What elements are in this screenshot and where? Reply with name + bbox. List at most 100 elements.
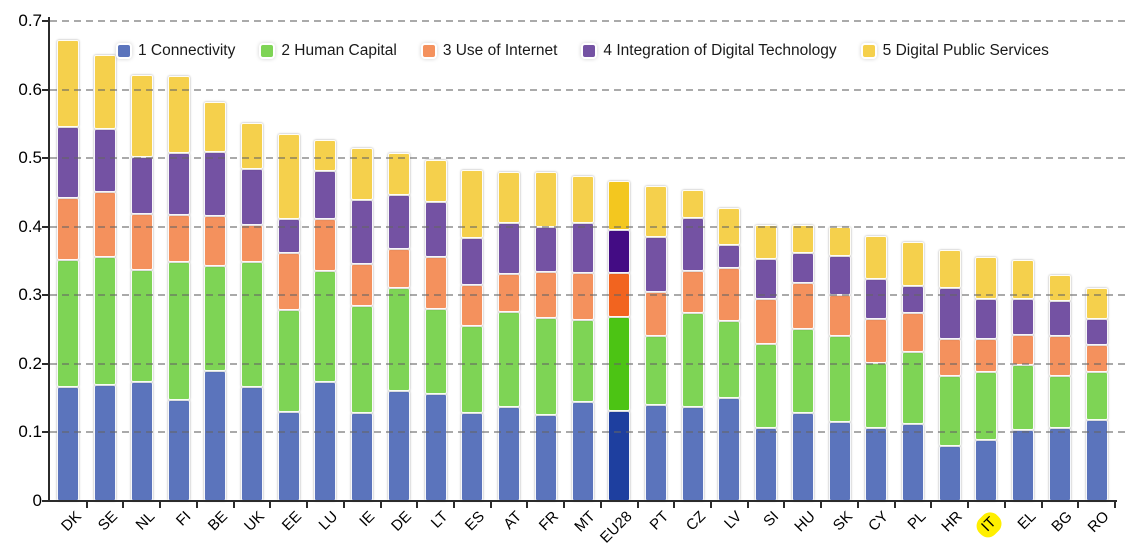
bar-segment [204, 370, 227, 501]
bar-segment [534, 414, 557, 501]
x-axis-tick [489, 502, 492, 508]
bar-segment [975, 298, 998, 339]
legend-swatch [862, 45, 875, 57]
bar-se [94, 21, 117, 501]
bar-segment [314, 218, 337, 272]
bar-segment [571, 401, 594, 501]
bar-segment [828, 255, 851, 296]
bar-segment [167, 153, 190, 216]
bar-segment [1012, 298, 1035, 336]
bar-segment [461, 238, 484, 285]
bar-segment [865, 278, 888, 319]
bar-segment [240, 225, 263, 262]
bar-segment [167, 400, 190, 501]
bar-cy [865, 21, 888, 501]
bar-segment [498, 407, 521, 501]
bar-segment [1048, 300, 1071, 337]
x-axis-tick [710, 502, 713, 508]
bar-segment [314, 171, 337, 219]
bar-segment [277, 310, 300, 412]
x-axis-tick [1040, 502, 1043, 508]
bar-segment [644, 291, 667, 337]
bar-de [387, 21, 410, 501]
bar-segment [534, 317, 557, 415]
bar-segment [204, 215, 227, 266]
bar-segment [130, 213, 153, 270]
bar-segment [277, 253, 300, 311]
x-label: FR [535, 508, 562, 535]
bar-segment [94, 55, 117, 129]
gridline [50, 294, 1126, 297]
x-label: ES [462, 508, 489, 535]
bar-hr [938, 21, 961, 501]
bar-segment [865, 235, 888, 279]
bar-segment [644, 405, 667, 501]
x-axis-tick [195, 502, 198, 508]
bar-es [461, 21, 484, 501]
bar-segment [130, 269, 153, 383]
bar-segment [791, 413, 814, 501]
bar-segment [1048, 275, 1071, 301]
bar-segment [94, 385, 117, 501]
bar-segment [938, 250, 961, 289]
bar-segment [57, 40, 80, 128]
bar-mt [571, 21, 594, 501]
x-label: BE [205, 508, 232, 535]
y-tick-label: 0.6 [18, 79, 42, 99]
gridline [50, 362, 1126, 365]
bar-segment [130, 382, 153, 501]
bar-segment [755, 343, 778, 428]
bar-nl [130, 21, 153, 501]
x-label: EU28 [596, 508, 636, 547]
bar-segment [57, 386, 80, 501]
legend-label: 1 Connectivity [138, 42, 236, 59]
bar-segment [644, 237, 667, 292]
legend-label: 5 Digital Public Services [882, 42, 1049, 59]
x-label: FI [173, 508, 195, 530]
y-tick-label: 0.7 [18, 11, 42, 30]
x-label: RO [1084, 508, 1113, 536]
x-axis-tick [269, 502, 272, 508]
bar-segment [167, 75, 190, 154]
x-label: LU [315, 508, 342, 534]
bar-ee [277, 21, 300, 501]
bar-segment [351, 305, 374, 414]
bar-bg [1048, 21, 1071, 501]
x-axis-tick [416, 502, 419, 508]
bar-segment [791, 225, 814, 254]
y-tick-label: 0 [32, 491, 42, 510]
bar-segment [461, 169, 484, 239]
bar-segment [902, 285, 925, 314]
bar-segment [1012, 259, 1035, 299]
x-axis-tick [379, 502, 382, 508]
bar-segment [387, 195, 410, 249]
bar-segment [204, 265, 227, 371]
y-tick-label: 0.4 [18, 216, 42, 236]
bar-segment [387, 288, 410, 392]
bar-segment [240, 123, 263, 170]
bar-segment [755, 298, 778, 344]
bar-segment [167, 262, 190, 401]
y-axis-tick [42, 20, 49, 22]
x-axis-tick [967, 502, 970, 508]
bar-segment [571, 273, 594, 320]
x-label-highlighted: IT [972, 508, 1007, 542]
bar-segment [718, 398, 741, 501]
bar-segment [975, 338, 998, 373]
y-tick-label: 0.1 [18, 422, 42, 442]
bar-sk [828, 21, 851, 501]
bar-segment [644, 185, 667, 237]
x-axis-line [48, 500, 1117, 502]
gridline [50, 431, 1126, 434]
legend-label: 3 Use of Internet [442, 42, 558, 59]
x-label: SI [760, 508, 783, 531]
bar-segment [902, 423, 925, 501]
legend-label: 4 Integration of Digital Technology [603, 42, 837, 59]
bar-segment [240, 169, 263, 226]
bar-eu28 [608, 21, 631, 501]
x-axis-tick [122, 502, 125, 508]
bar-segment [94, 192, 117, 257]
x-label: EL [1014, 508, 1040, 534]
bar-segment [1048, 375, 1071, 429]
bar-segment [130, 157, 153, 214]
